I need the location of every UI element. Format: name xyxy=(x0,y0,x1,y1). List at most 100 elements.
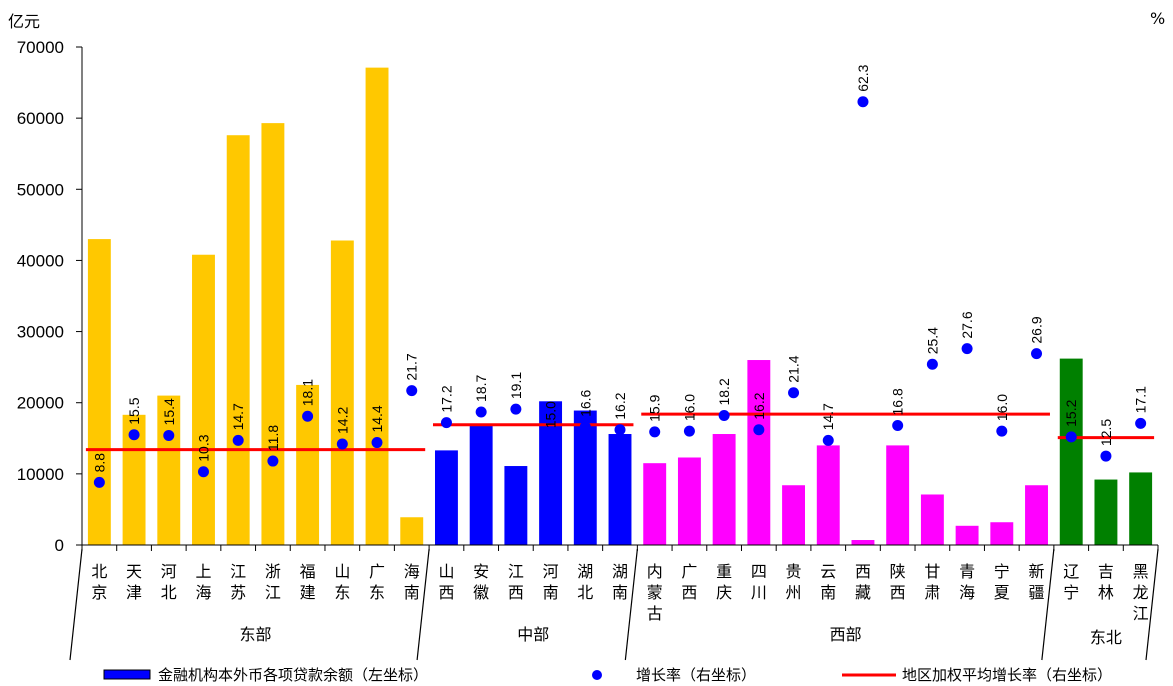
category-label: 夏 xyxy=(994,583,1010,602)
category-label: 辽 xyxy=(1063,562,1079,581)
category-label: 陕 xyxy=(890,562,906,581)
category-label: 山 xyxy=(438,562,454,581)
category-label: 西 xyxy=(890,583,906,602)
y-tick-label: 70000 xyxy=(17,38,64,57)
growth-point xyxy=(128,429,140,441)
legend: 金融机构本外币各项贷款余额（左坐标） 增长率（右坐标） 地区加权平均增长率（右坐… xyxy=(103,666,1112,684)
bar xyxy=(226,135,250,545)
growth-label: 16.6 xyxy=(577,389,593,416)
growth-point xyxy=(718,410,730,422)
category-label: 肃 xyxy=(924,583,940,602)
growth-point xyxy=(163,429,175,441)
category-label: 内 xyxy=(647,562,663,581)
category-label: 重 xyxy=(716,562,732,581)
bar xyxy=(990,522,1014,545)
bar xyxy=(434,450,458,545)
bar xyxy=(157,395,181,545)
category-label: 广 xyxy=(681,562,697,581)
growth-point xyxy=(232,434,244,446)
left-axis-unit: 亿元 xyxy=(8,12,40,31)
bar xyxy=(122,414,146,545)
bar xyxy=(920,494,944,545)
growth-point xyxy=(683,425,695,437)
category-label: 新 xyxy=(1029,562,1045,581)
y-tick-label: 50000 xyxy=(17,180,64,199)
category-label: 北 xyxy=(577,583,593,602)
bar xyxy=(261,123,285,545)
category-label: 贵 xyxy=(786,562,802,581)
category-label: 青 xyxy=(959,562,975,581)
growth-point xyxy=(475,406,487,418)
bar xyxy=(782,485,806,545)
growth-label: 17.2 xyxy=(438,385,454,412)
category-label: 徽 xyxy=(473,583,489,602)
category-label: 宁 xyxy=(994,562,1010,581)
bar xyxy=(816,445,840,545)
growth-point xyxy=(788,387,800,399)
category-label: 建 xyxy=(300,583,316,602)
region-separator xyxy=(1041,548,1055,661)
growth-point xyxy=(926,358,938,370)
bar xyxy=(330,240,354,545)
category-label: 南 xyxy=(820,583,836,602)
category-label: 西 xyxy=(508,583,524,602)
growth-label: 26.9 xyxy=(1029,316,1045,343)
growth-label: 16.2 xyxy=(751,392,767,419)
growth-point xyxy=(440,417,452,429)
growth-point xyxy=(1065,431,1077,443)
category-label: 山 xyxy=(334,562,350,581)
growth-label: 15.2 xyxy=(1063,399,1079,426)
category-label: 江 xyxy=(508,562,524,581)
category-label: 海 xyxy=(959,583,975,602)
category-label: 津 xyxy=(126,583,142,602)
growth-label: 18.1 xyxy=(300,379,316,406)
legend-point-label: 增长率（右坐标） xyxy=(636,666,756,684)
bar xyxy=(1129,472,1153,545)
bar xyxy=(677,457,701,545)
growth-point xyxy=(649,426,661,438)
growth-label: 16.8 xyxy=(890,388,906,415)
category-label: 南 xyxy=(543,583,559,602)
category-label: 广 xyxy=(369,562,385,581)
category-label: 疆 xyxy=(1029,583,1045,602)
growth-label: 12.5 xyxy=(1098,419,1114,446)
category-label: 云 xyxy=(820,562,836,581)
category-label: 湖 xyxy=(577,562,593,581)
category-label: 上 xyxy=(195,562,211,581)
region-separator xyxy=(416,548,430,661)
bar xyxy=(469,425,493,545)
growth-point xyxy=(510,403,522,415)
category-label: 蒙 xyxy=(647,583,663,602)
region-label: 东部 xyxy=(240,625,272,644)
category-label: 浙 xyxy=(265,562,281,581)
category-label: 四 xyxy=(751,562,767,581)
category-label: 江 xyxy=(1133,604,1149,623)
growth-points xyxy=(93,96,1147,488)
growth-point xyxy=(267,455,279,467)
region-separator xyxy=(69,548,83,661)
bar xyxy=(400,517,424,545)
growth-label: 16.0 xyxy=(994,394,1010,421)
bar xyxy=(643,463,667,545)
right-axis-unit: % xyxy=(1150,9,1165,28)
bar xyxy=(886,445,910,545)
growth-label: 10.3 xyxy=(195,434,211,461)
y-tick-label: 0 xyxy=(55,536,64,555)
category-label: 龙 xyxy=(1133,583,1149,602)
category-label: 福 xyxy=(300,562,316,581)
region-separator xyxy=(624,548,638,661)
growth-label: 21.4 xyxy=(786,355,802,382)
category-label: 东 xyxy=(369,583,385,602)
bar xyxy=(747,360,771,545)
growth-label: 11.8 xyxy=(265,425,281,451)
region-label: 中部 xyxy=(517,625,549,644)
growth-point xyxy=(545,432,557,444)
category-label: 西 xyxy=(681,583,697,602)
growth-point xyxy=(857,96,869,108)
region-separator xyxy=(1145,548,1159,661)
bar xyxy=(296,384,320,545)
growth-label: 16.0 xyxy=(681,394,697,421)
bar xyxy=(1025,485,1048,545)
growth-point xyxy=(371,437,383,449)
